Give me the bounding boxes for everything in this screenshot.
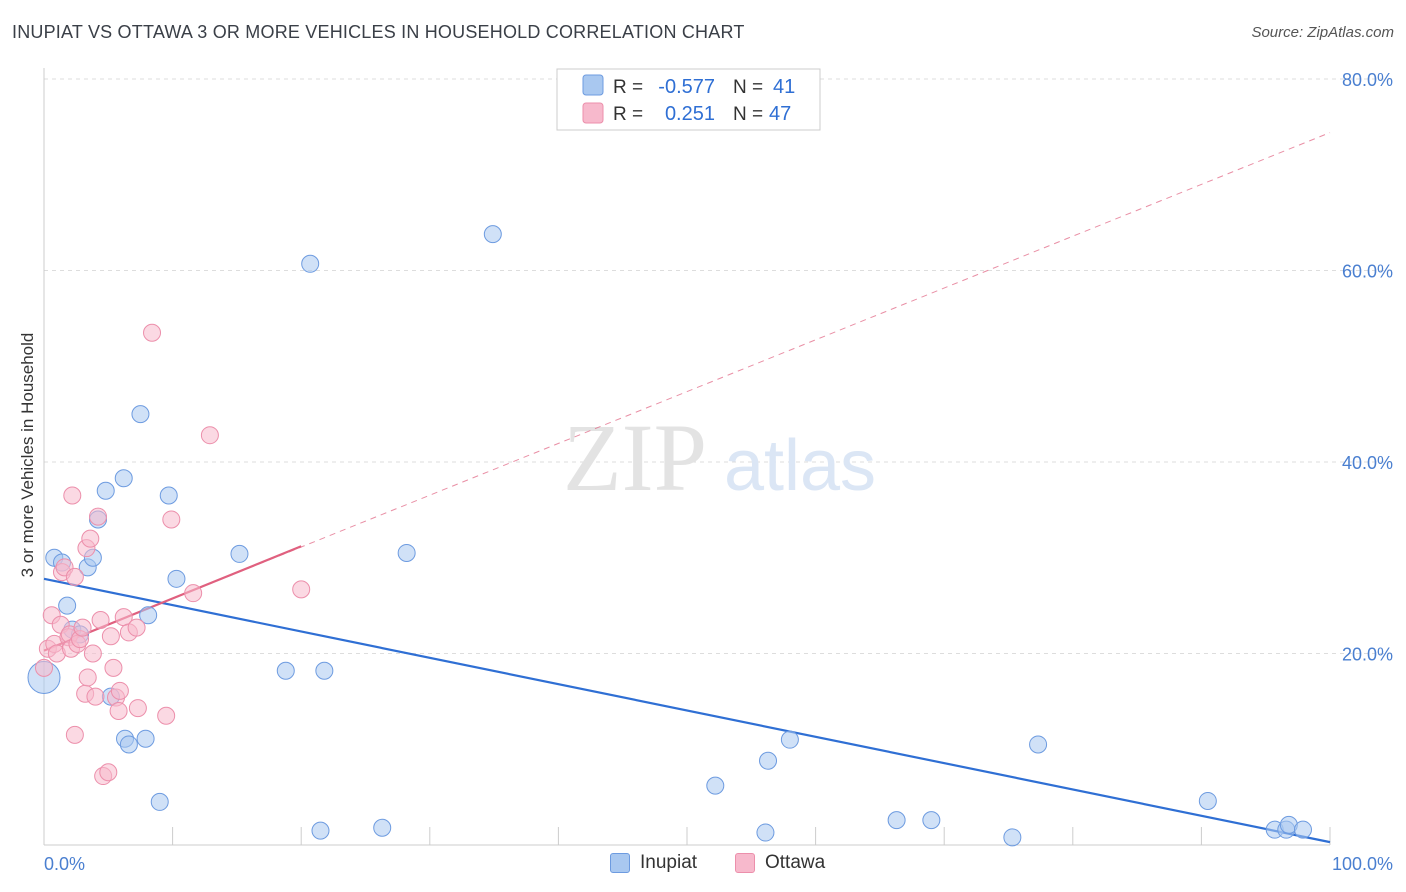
legend-swatch-ottawa-bottom xyxy=(735,853,755,873)
watermark-atlas: atlas xyxy=(724,426,876,506)
point-inupiat xyxy=(167,569,186,588)
point-ottawa xyxy=(89,507,108,526)
point-inupiat xyxy=(922,811,941,830)
y-tick-label: 20.0% xyxy=(1342,645,1393,665)
point-ottawa xyxy=(162,510,181,529)
axes xyxy=(43,68,1331,846)
point-inupiat xyxy=(315,661,334,680)
legend-n-value-inupiat: 41 xyxy=(773,76,795,98)
point-ottawa xyxy=(65,567,84,586)
point-ottawa xyxy=(104,658,123,677)
legend-n-value-ottawa: 47 xyxy=(769,103,791,125)
watermark: ZIP atlas xyxy=(563,404,876,511)
point-ottawa xyxy=(184,584,203,603)
point-ottawa xyxy=(110,681,129,700)
point-inupiat xyxy=(230,544,249,563)
legend-r-value-inupiat: -0.577 xyxy=(658,76,715,98)
data-points xyxy=(27,225,1312,847)
legend-item-ottawa[interactable]: Ottawa xyxy=(735,852,825,874)
legend-label-inupiat: Inupiat xyxy=(640,852,698,873)
point-inupiat xyxy=(1029,735,1048,754)
legend-swatch-ottawa xyxy=(582,102,604,124)
point-ottawa xyxy=(143,323,162,342)
point-inupiat xyxy=(483,225,502,244)
point-ottawa xyxy=(109,701,128,720)
y-tick-label: 80.0% xyxy=(1342,70,1393,90)
point-inupiat xyxy=(96,481,115,500)
point-ottawa xyxy=(292,580,311,599)
point-inupiat xyxy=(136,729,155,748)
stats-legend: R = -0.577 N = 41 R = 0.251 N = 47 xyxy=(556,68,821,131)
point-inupiat xyxy=(759,751,778,770)
source-label: Source: ZipAtlas.com xyxy=(1251,24,1394,41)
legend-n-label-inupiat: N = xyxy=(733,77,763,98)
point-inupiat xyxy=(780,730,799,749)
trend-line-inupiat xyxy=(43,577,1331,844)
series-legend: Inupiat Ottawa xyxy=(0,850,1406,880)
point-inupiat xyxy=(58,596,77,615)
point-ottawa xyxy=(157,706,176,725)
point-ottawa xyxy=(81,529,100,548)
point-inupiat xyxy=(1003,828,1022,847)
x-tick-label-min: 0.0% xyxy=(44,854,85,874)
point-inupiat xyxy=(119,735,138,754)
legend-label-ottawa: Ottawa xyxy=(765,852,826,873)
point-inupiat xyxy=(706,776,725,795)
point-inupiat xyxy=(311,821,330,840)
legend-r-label-ottawa: R = xyxy=(613,104,643,125)
point-ottawa xyxy=(99,763,118,782)
legend-r-label-inupiat: R = xyxy=(613,77,643,98)
point-ottawa xyxy=(35,658,53,677)
point-inupiat xyxy=(159,486,178,505)
point-inupiat xyxy=(397,543,416,562)
legend-n-label-ottawa: N = xyxy=(733,104,763,125)
point-ottawa xyxy=(91,610,110,629)
point-inupiat xyxy=(1293,820,1312,839)
point-inupiat xyxy=(756,823,775,842)
point-ottawa xyxy=(128,699,147,718)
y-tick-labels: 20.0% 40.0% 60.0% 80.0% xyxy=(1342,70,1393,665)
point-inupiat xyxy=(131,405,150,424)
point-ottawa xyxy=(101,627,120,646)
point-inupiat xyxy=(373,818,392,837)
chart-title: INUPIAT VS OTTAWA 3 OR MORE VEHICLES IN … xyxy=(12,22,745,42)
point-ottawa xyxy=(78,668,97,687)
x-tick-labels: 0.0% 100.0% xyxy=(44,854,1393,874)
point-ottawa xyxy=(200,426,219,445)
legend-swatch-inupiat xyxy=(582,74,604,96)
y-tick-label: 60.0% xyxy=(1342,262,1393,282)
gridlines xyxy=(44,78,1393,654)
x-tick-label-max: 100.0% xyxy=(1332,854,1393,874)
point-ottawa xyxy=(83,644,102,663)
point-inupiat xyxy=(150,792,169,811)
point-ottawa xyxy=(127,618,146,637)
point-inupiat xyxy=(301,254,320,273)
legend-swatch-inupiat-bottom xyxy=(610,853,630,873)
point-inupiat xyxy=(114,469,133,488)
point-ottawa xyxy=(63,486,82,505)
y-tick-label: 40.0% xyxy=(1342,453,1393,473)
point-ottawa xyxy=(73,618,92,637)
point-inupiat xyxy=(139,606,158,625)
watermark-zip: ZIP xyxy=(563,404,707,511)
point-inupiat xyxy=(276,661,295,680)
legend-item-inupiat[interactable]: Inupiat xyxy=(610,852,697,874)
point-inupiat xyxy=(1198,791,1217,810)
legend-r-value-ottawa: 0.251 xyxy=(665,103,715,125)
point-ottawa xyxy=(86,687,105,706)
point-ottawa xyxy=(65,725,84,744)
point-inupiat xyxy=(887,811,906,830)
